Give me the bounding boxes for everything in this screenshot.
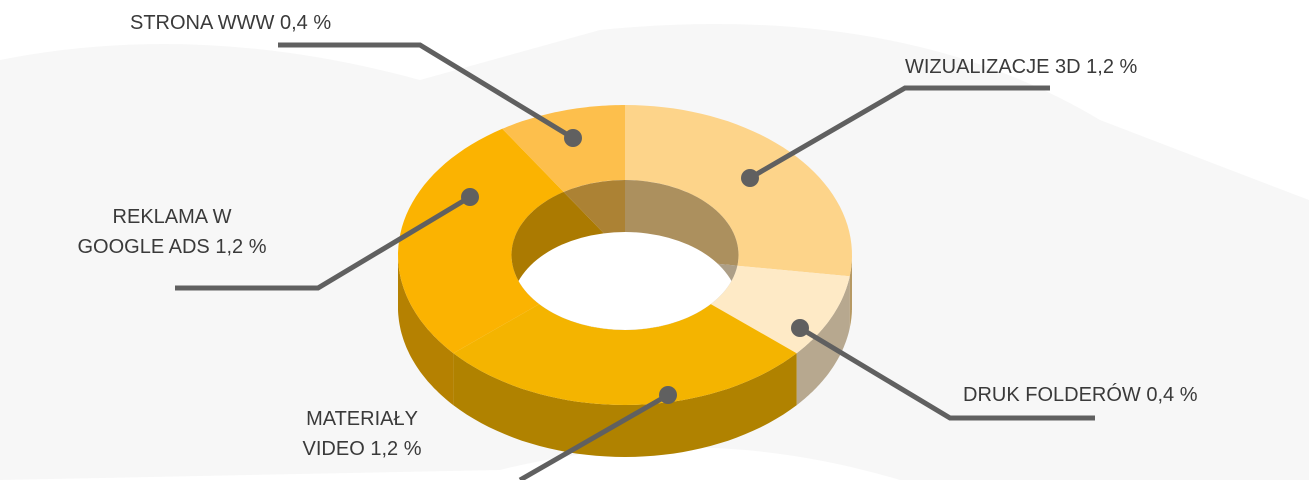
slice-side [453,353,797,457]
leader-dot [791,319,809,337]
inner-wall [625,180,739,281]
leader-dot [741,169,759,187]
leader-dot [659,386,677,404]
slice-label: REKLAMA W GOOGLE ADS 1,2 % [72,202,272,262]
slice [625,105,852,277]
category-name: DRUK FOLDERÓW [963,384,1141,406]
slice-label: MATERIAŁY VIDEO 1,2 % [287,404,437,464]
hole-floor [511,232,739,330]
value-label: 0,4 % [280,12,332,34]
slice [502,105,625,192]
hole [511,180,739,330]
leader-line [278,42,575,141]
category-name: MATERIAŁY VIDEO [302,408,418,460]
value-label: 1,2 % [370,438,422,460]
leader-dot [564,129,582,147]
value-label: 1,2 % [1086,56,1138,78]
slice [453,304,797,405]
leader-dot [461,188,479,206]
leader-line [748,85,1050,181]
value-label: 0,4 % [1146,384,1198,406]
category-name: REKLAMA W GOOGLE ADS [77,206,232,258]
value-label: 1,2 % [215,236,267,258]
slice-side [849,255,852,329]
slice [710,265,850,354]
inner-wall [511,180,625,255]
leader-line [518,392,670,480]
category-name: WIZUALIZACJE 3D [905,56,1081,78]
slice-label: DRUK FOLDERÓW 0,4 % [963,380,1293,410]
leader-line [175,194,472,291]
category-name: STRONA WWW [130,12,275,34]
slice-side [398,255,454,406]
slice [398,128,564,354]
leader-line [798,325,1095,421]
slice-label: STRONA WWW 0,4 % [130,8,430,38]
slice-label: WIZUALIZACJE 3D 1,2 % [905,52,1225,82]
